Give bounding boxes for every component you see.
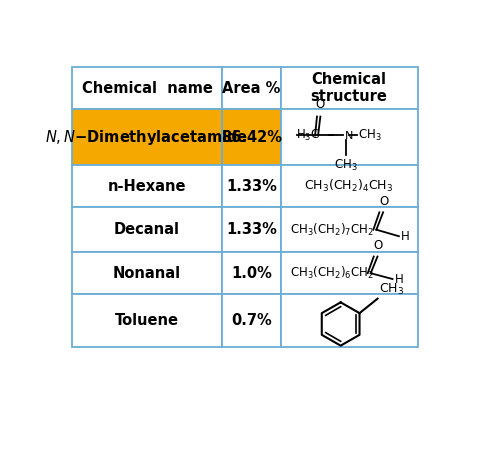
Bar bbox=[280, 67, 417, 109]
Text: Area %: Area % bbox=[222, 81, 280, 96]
Bar bbox=[280, 165, 417, 207]
Text: 0.7%: 0.7% bbox=[230, 313, 271, 328]
Text: $\rm H$: $\rm H$ bbox=[400, 230, 409, 243]
Text: 1.33%: 1.33% bbox=[226, 179, 276, 194]
Text: $\rm H$: $\rm H$ bbox=[393, 273, 403, 285]
Text: $\rm N$: $\rm N$ bbox=[343, 130, 352, 141]
Text: $\rm CH_3(CH_2)_4CH_3$: $\rm CH_3(CH_2)_4CH_3$ bbox=[304, 178, 393, 194]
Text: Chemical  name: Chemical name bbox=[81, 81, 212, 96]
Text: Toluene: Toluene bbox=[115, 313, 179, 328]
Bar bbox=[222, 207, 280, 252]
Bar bbox=[222, 165, 280, 207]
Bar bbox=[280, 207, 417, 252]
Text: n-Hexane: n-Hexane bbox=[107, 179, 186, 194]
Text: $\rm CH_3(CH_2)_6CH_2$: $\rm CH_3(CH_2)_6CH_2$ bbox=[289, 265, 373, 281]
Text: $\rm CH_3$: $\rm CH_3$ bbox=[378, 282, 403, 297]
Text: $\rm H_3C$: $\rm H_3C$ bbox=[295, 128, 319, 143]
Bar bbox=[72, 109, 222, 165]
Text: 1.33%: 1.33% bbox=[226, 222, 276, 237]
Bar bbox=[222, 294, 280, 347]
Bar bbox=[280, 294, 417, 347]
Bar bbox=[280, 252, 417, 294]
Text: $\rm CH_3$: $\rm CH_3$ bbox=[333, 158, 357, 173]
Bar bbox=[72, 207, 222, 252]
Bar bbox=[72, 165, 222, 207]
Text: $\rm O$: $\rm O$ bbox=[372, 239, 383, 252]
Bar bbox=[72, 294, 222, 347]
Text: Nonanal: Nonanal bbox=[113, 266, 181, 281]
Text: 1.0%: 1.0% bbox=[230, 266, 271, 281]
Bar bbox=[280, 109, 417, 165]
Text: $\rm O$: $\rm O$ bbox=[315, 98, 325, 112]
Text: 86.42%: 86.42% bbox=[220, 130, 281, 145]
Bar bbox=[222, 67, 280, 109]
Text: Chemical
structure: Chemical structure bbox=[310, 72, 387, 105]
Bar bbox=[222, 252, 280, 294]
Bar bbox=[222, 109, 280, 165]
Text: $\rm CH_3$: $\rm CH_3$ bbox=[357, 128, 380, 143]
Text: $\rm O$: $\rm O$ bbox=[378, 195, 388, 208]
Bar bbox=[72, 67, 222, 109]
Text: $\rm CH_3(CH_2)_7CH_2$: $\rm CH_3(CH_2)_7CH_2$ bbox=[289, 222, 373, 238]
Bar bbox=[72, 252, 222, 294]
Text: $\mathbf{\mathit{N,N}}$$\bf{-Dimethylacetamide}$: $\mathbf{\mathit{N,N}}$$\bf{-Dimethylace… bbox=[45, 128, 248, 146]
Text: Decanal: Decanal bbox=[114, 222, 180, 237]
